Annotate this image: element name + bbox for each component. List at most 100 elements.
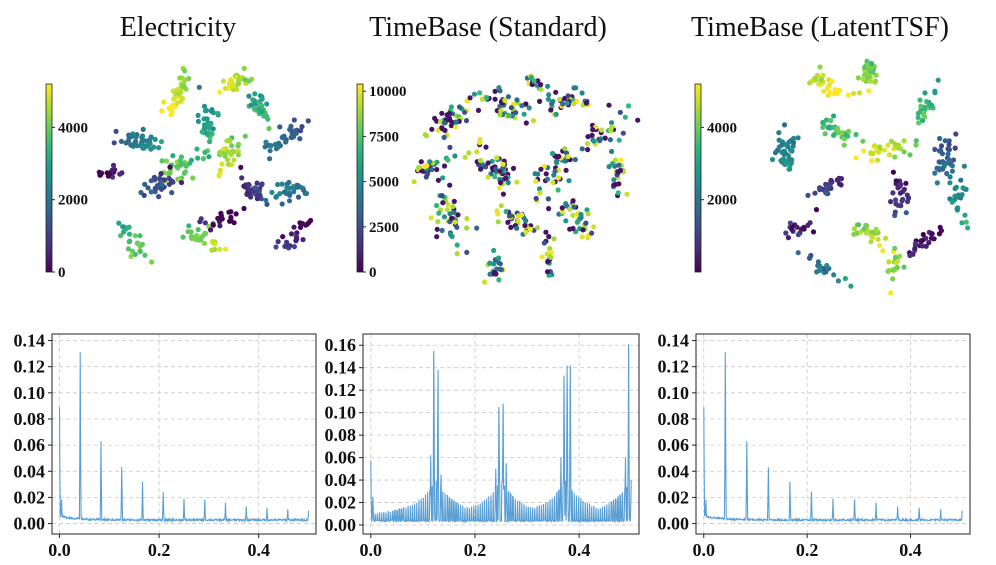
scatter-point bbox=[158, 186, 165, 192]
scatter-point bbox=[545, 96, 552, 102]
scatter-point bbox=[893, 178, 899, 184]
scatter-point bbox=[225, 161, 231, 167]
scatter-point bbox=[507, 213, 514, 219]
scatter-point bbox=[222, 153, 228, 159]
scatter-point bbox=[505, 94, 511, 100]
scatter-point bbox=[905, 198, 911, 205]
scatter-point bbox=[521, 111, 527, 117]
scatter-point bbox=[912, 246, 918, 252]
scatter-point bbox=[549, 150, 556, 157]
scatter-point bbox=[515, 213, 522, 219]
scatter-point bbox=[288, 134, 294, 140]
scatter-point bbox=[113, 128, 119, 134]
scatter-point bbox=[445, 157, 451, 163]
scatter-point bbox=[883, 235, 889, 241]
scatter-point bbox=[828, 118, 834, 124]
scatter-point bbox=[496, 277, 502, 283]
scatter-point bbox=[523, 229, 529, 235]
scatter-point bbox=[945, 146, 951, 152]
colorbar-tick-label: 5000 bbox=[369, 175, 399, 191]
scatter-point bbox=[890, 190, 896, 196]
scatter-point bbox=[198, 216, 204, 222]
y-tick-label: 0.14 bbox=[325, 358, 357, 378]
scatter-point bbox=[142, 181, 148, 187]
scatter-point bbox=[279, 135, 285, 141]
scatter-point bbox=[851, 90, 857, 96]
scatter-point bbox=[492, 174, 498, 180]
scatter-point bbox=[297, 224, 304, 230]
scatter-point bbox=[872, 143, 878, 149]
scatter-point bbox=[275, 181, 281, 188]
y-tick-label: 0.10 bbox=[14, 383, 46, 403]
scatter-point bbox=[814, 269, 820, 275]
scatter-point bbox=[890, 169, 897, 175]
scatter-point bbox=[885, 268, 891, 274]
scatter-point bbox=[821, 88, 827, 94]
x-tick-label: 0.2 bbox=[464, 540, 487, 560]
scatter-point bbox=[963, 219, 969, 225]
scatter-point bbox=[464, 249, 470, 255]
scatter-point bbox=[485, 174, 491, 180]
scatter-point bbox=[262, 144, 268, 150]
scatter-point bbox=[831, 272, 837, 278]
scatter-point bbox=[286, 198, 293, 204]
scatter-point bbox=[294, 184, 300, 190]
spectrum-line bbox=[703, 352, 963, 523]
scatter-point bbox=[898, 146, 904, 152]
scatter-point bbox=[202, 149, 208, 155]
y-tick-label: 0.04 bbox=[14, 461, 46, 481]
scatter-point bbox=[477, 140, 483, 146]
scatter-point bbox=[186, 223, 192, 229]
scatter-point bbox=[255, 193, 261, 199]
scatter-point bbox=[829, 78, 835, 84]
scatter-point bbox=[434, 166, 440, 173]
scatter-point bbox=[548, 254, 554, 260]
scatter-point bbox=[624, 191, 630, 197]
scatter-point bbox=[424, 163, 430, 169]
scatter-point bbox=[936, 231, 943, 237]
scatter-point bbox=[169, 109, 175, 115]
scatter-point bbox=[463, 118, 470, 124]
scatter-point bbox=[869, 61, 875, 67]
scatter-point bbox=[257, 106, 263, 112]
scatter-point bbox=[435, 127, 441, 133]
scatter-point bbox=[177, 75, 183, 81]
scatter-point bbox=[913, 142, 919, 148]
scatter-point bbox=[439, 125, 445, 131]
y-tick-label: 0.12 bbox=[658, 357, 690, 377]
plot-frame bbox=[51, 333, 317, 535]
scatter-point bbox=[132, 140, 138, 146]
scatter-point bbox=[537, 190, 543, 196]
scatter-point bbox=[125, 246, 131, 252]
scatter-point bbox=[279, 181, 285, 187]
scatter-point bbox=[845, 133, 851, 139]
scatter-point bbox=[897, 190, 904, 196]
scatter-point bbox=[225, 157, 231, 163]
scatter-point bbox=[538, 166, 544, 172]
scatter-point bbox=[176, 91, 182, 97]
x-tick-label: 0.2 bbox=[796, 540, 819, 560]
scatter-point bbox=[200, 156, 206, 162]
scatter-point bbox=[861, 72, 868, 78]
scatter-point bbox=[224, 138, 230, 144]
scatter-point bbox=[456, 104, 463, 110]
scatter-point bbox=[935, 77, 941, 83]
scatter-point bbox=[218, 150, 224, 156]
scatter-point bbox=[492, 96, 498, 102]
scatter-point bbox=[252, 91, 258, 97]
scatter-point bbox=[888, 199, 894, 205]
scatter-point bbox=[137, 233, 143, 239]
scatter-point bbox=[563, 218, 569, 224]
scatter-point bbox=[892, 141, 898, 147]
scatter-point bbox=[544, 269, 551, 275]
scatter-point bbox=[252, 185, 258, 191]
scatter-point bbox=[954, 206, 960, 212]
scatter-point bbox=[496, 185, 502, 191]
scatter-point bbox=[264, 201, 270, 207]
scatter-point bbox=[489, 158, 495, 164]
scatter-point bbox=[266, 125, 272, 132]
scatter-point bbox=[609, 120, 615, 126]
scatter-point bbox=[805, 192, 811, 198]
scatter-point bbox=[434, 159, 440, 165]
scatter-point bbox=[572, 157, 578, 163]
